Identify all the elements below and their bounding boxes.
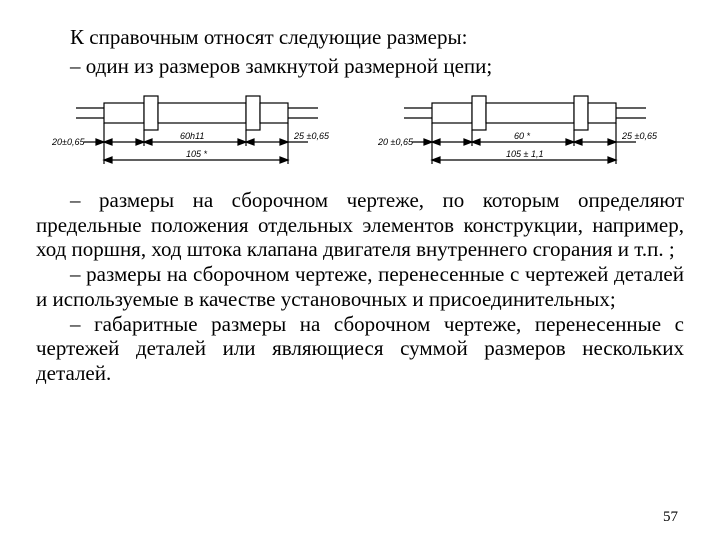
body-text: – размеры на сборочном чертеже, по котор… [36,188,684,386]
body-p3: – габаритные размеры на сборочном чертеж… [36,312,684,386]
dim-center-label: 60 * [514,131,531,141]
body-p2: – размеры на сборочном чертеже, перенесе… [36,262,684,312]
dim-right-label: 25 ±0,65 [621,131,658,141]
dim-left-label: 20±0,65 [51,137,85,147]
dim-left-label: 20 ±0,65 [377,137,414,147]
figure-row: 20±0,65 60h11 25 ±0,65 105 * [36,86,684,178]
dim-center-label: 60h11 [180,131,204,141]
shaft-diagram-left: 20±0,65 60h11 25 ±0,65 105 * [46,86,346,178]
dim-total-label: 105 ± 1,1 [506,149,543,159]
intro-line-1: К справочным относят следующие размеры: [36,24,684,51]
shaft-diagram-right: 20 ±0,65 60 * 25 ±0,65 105 ± 1,1 [374,86,674,178]
page-number: 57 [663,509,678,526]
intro-line-2: – один из размеров замкнутой размерной ц… [36,53,684,80]
dim-total-label: 105 * [186,149,208,159]
body-p1: – размеры на сборочном чертеже, по котор… [36,188,684,262]
dim-right-label: 25 ±0,65 [293,131,330,141]
